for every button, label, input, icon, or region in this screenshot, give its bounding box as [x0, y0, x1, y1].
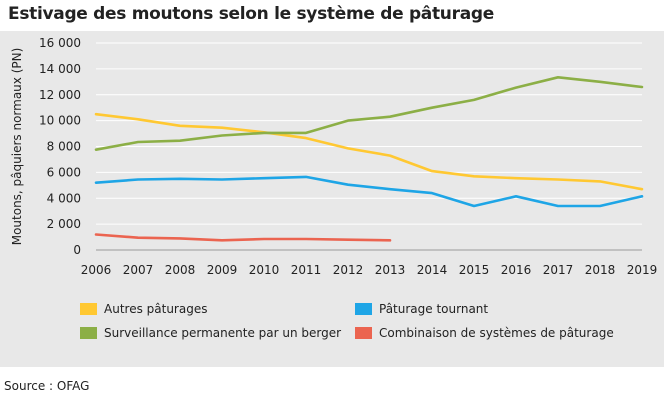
x-tick-label: 2013 — [375, 263, 406, 277]
legend-label: Pâturage tournant — [379, 302, 488, 316]
legend: Autres pâturages Pâturage tournant Surveil… — [80, 302, 614, 340]
y-tick-label: 12 000 — [39, 88, 81, 102]
x-tick-labels: 2006 2007 2008 2009 2010 2011 2012 2013 2014 2015… — [81, 263, 658, 277]
x-tick-label: 2008 — [165, 263, 196, 277]
legend-swatch — [355, 303, 372, 315]
x-tick-label: 2011 — [291, 263, 322, 277]
y-tick-label: 0 — [73, 243, 81, 257]
x-tick-label: 2012 — [333, 263, 364, 277]
series-line-autres-paturages — [94, 112, 644, 191]
legend-swatch — [80, 303, 97, 315]
x-tick-label: 2015 — [459, 263, 490, 277]
legend-label: Combinaison de systèmes de pâturage — [379, 326, 614, 340]
x-tick-label: 2009 — [207, 263, 238, 277]
chart-panel: 0 2 000 4 000 6 000 8 000 10 000 12 000 14 000 1… — [0, 31, 664, 367]
y-tick-labels: 0 2 000 4 000 6 000 8 000 10 000 12 000 14 000 1… — [39, 36, 81, 257]
x-tick-label: 2014 — [417, 263, 448, 277]
series-line-combinaison-de-systemes-de-paturage — [94, 233, 392, 242]
series-line-surveillance-permanente-par-un-berger — [94, 76, 644, 151]
line-chart: 0 2 000 4 000 6 000 8 000 10 000 12 000 14 000 1… — [10, 36, 658, 340]
y-tick-label: 14 000 — [39, 62, 81, 76]
legend-label: Surveillance permanente par un berger — [104, 326, 341, 340]
x-tick-label: 2010 — [249, 263, 280, 277]
chart-title: Estivage des moutons selon le système de… — [8, 4, 494, 24]
series-lines — [94, 76, 644, 242]
y-tick-label: 2 000 — [47, 217, 81, 231]
x-tick-label: 2018 — [585, 263, 616, 277]
x-tick-label: 2006 — [81, 263, 112, 277]
legend-swatch — [355, 327, 372, 339]
y-tick-label: 6 000 — [47, 165, 81, 179]
legend-label: Autres pâturages — [104, 302, 207, 316]
y-tick-label: 8 000 — [47, 140, 81, 154]
source-note: Source : OFAG — [4, 379, 90, 393]
x-tick-label: 2007 — [123, 263, 154, 277]
series-line-paturage-tournant — [94, 175, 644, 208]
legend-swatch — [80, 327, 97, 339]
x-tick-label: 2017 — [543, 263, 574, 277]
x-tick-label: 2016 — [501, 263, 532, 277]
y-tick-label: 4 000 — [47, 191, 81, 205]
y-tick-label: 16 000 — [39, 36, 81, 50]
y-axis-title: Moutons, pâquiers normaux (PN) — [10, 48, 24, 246]
y-tick-label: 10 000 — [39, 114, 81, 128]
gridlines — [96, 42, 642, 251]
x-tick-label: 2019 — [627, 263, 658, 277]
